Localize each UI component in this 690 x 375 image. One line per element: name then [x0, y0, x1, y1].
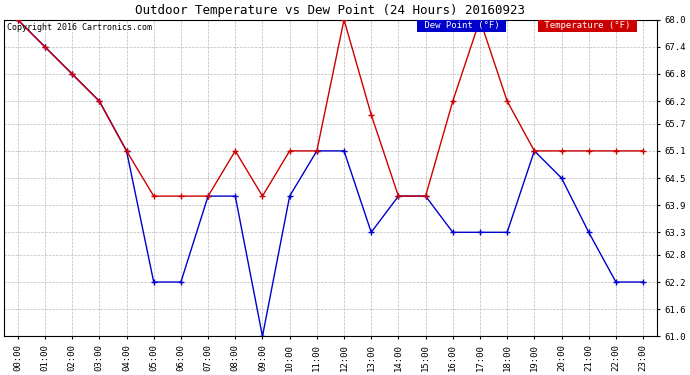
Text: Dew Point (°F): Dew Point (°F): [419, 21, 504, 30]
Title: Outdoor Temperature vs Dew Point (24 Hours) 20160923: Outdoor Temperature vs Dew Point (24 Hou…: [135, 4, 525, 17]
Text: Copyright 2016 Cartronics.com: Copyright 2016 Cartronics.com: [8, 23, 152, 32]
Text: Temperature (°F): Temperature (°F): [540, 21, 636, 30]
